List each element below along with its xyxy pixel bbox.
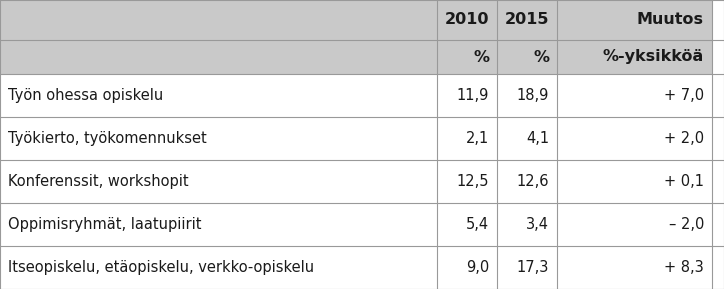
- Bar: [0, 117, 437, 160]
- Bar: [0, 74, 437, 117]
- Text: 3,4: 3,4: [526, 217, 549, 232]
- Text: + 0,1: + 0,1: [664, 174, 704, 189]
- Text: 2015: 2015: [505, 12, 549, 27]
- Bar: [437, 246, 497, 289]
- Bar: [557, 203, 712, 246]
- Bar: [557, 40, 712, 74]
- Text: 17,3: 17,3: [517, 260, 549, 275]
- Text: + 7,0: + 7,0: [664, 88, 704, 103]
- Text: 12,6: 12,6: [516, 174, 549, 189]
- Text: 2010: 2010: [445, 12, 489, 27]
- Bar: [0, 160, 437, 203]
- Text: Muutos: Muutos: [637, 12, 704, 27]
- Text: 18,9: 18,9: [517, 88, 549, 103]
- Bar: [497, 0, 557, 40]
- Bar: [437, 74, 497, 117]
- Text: 9,0: 9,0: [466, 260, 489, 275]
- Bar: [557, 246, 712, 289]
- Text: Konferenssit, workshopit: Konferenssit, workshopit: [8, 174, 189, 189]
- Text: + 8,3: + 8,3: [664, 260, 704, 275]
- Text: 12,5: 12,5: [457, 174, 489, 189]
- Text: Oppimisryhmät, laatupiirit: Oppimisryhmät, laatupiirit: [8, 217, 201, 232]
- Text: 11,9: 11,9: [457, 88, 489, 103]
- Bar: [497, 203, 557, 246]
- Bar: [437, 117, 497, 160]
- Bar: [437, 0, 497, 40]
- Bar: [0, 246, 437, 289]
- Bar: [497, 246, 557, 289]
- Text: + 2,0: + 2,0: [664, 131, 704, 146]
- Text: Itseopiskelu, etäopiskelu, verkko-opiskelu: Itseopiskelu, etäopiskelu, verkko-opiske…: [8, 260, 314, 275]
- Bar: [557, 160, 712, 203]
- Text: 5,4: 5,4: [466, 217, 489, 232]
- Text: 2,1: 2,1: [466, 131, 489, 146]
- Bar: [437, 203, 497, 246]
- Bar: [0, 203, 437, 246]
- Text: Työkierto, työkomennukset: Työkierto, työkomennukset: [8, 131, 207, 146]
- Bar: [557, 74, 712, 117]
- Bar: [497, 40, 557, 74]
- Bar: [497, 117, 557, 160]
- Bar: [0, 40, 437, 74]
- Bar: [497, 74, 557, 117]
- Text: 4,1: 4,1: [526, 131, 549, 146]
- Bar: [0, 0, 437, 40]
- Bar: [437, 160, 497, 203]
- Bar: [557, 117, 712, 160]
- Text: Työn ohessa opiskelu: Työn ohessa opiskelu: [8, 88, 163, 103]
- Text: %: %: [473, 49, 489, 64]
- Text: – 2,0: – 2,0: [669, 217, 704, 232]
- Bar: [437, 40, 497, 74]
- Text: %: %: [533, 49, 549, 64]
- Text: %-yksikköä: %-yksikköä: [603, 49, 704, 64]
- Bar: [557, 0, 712, 40]
- Bar: [497, 160, 557, 203]
